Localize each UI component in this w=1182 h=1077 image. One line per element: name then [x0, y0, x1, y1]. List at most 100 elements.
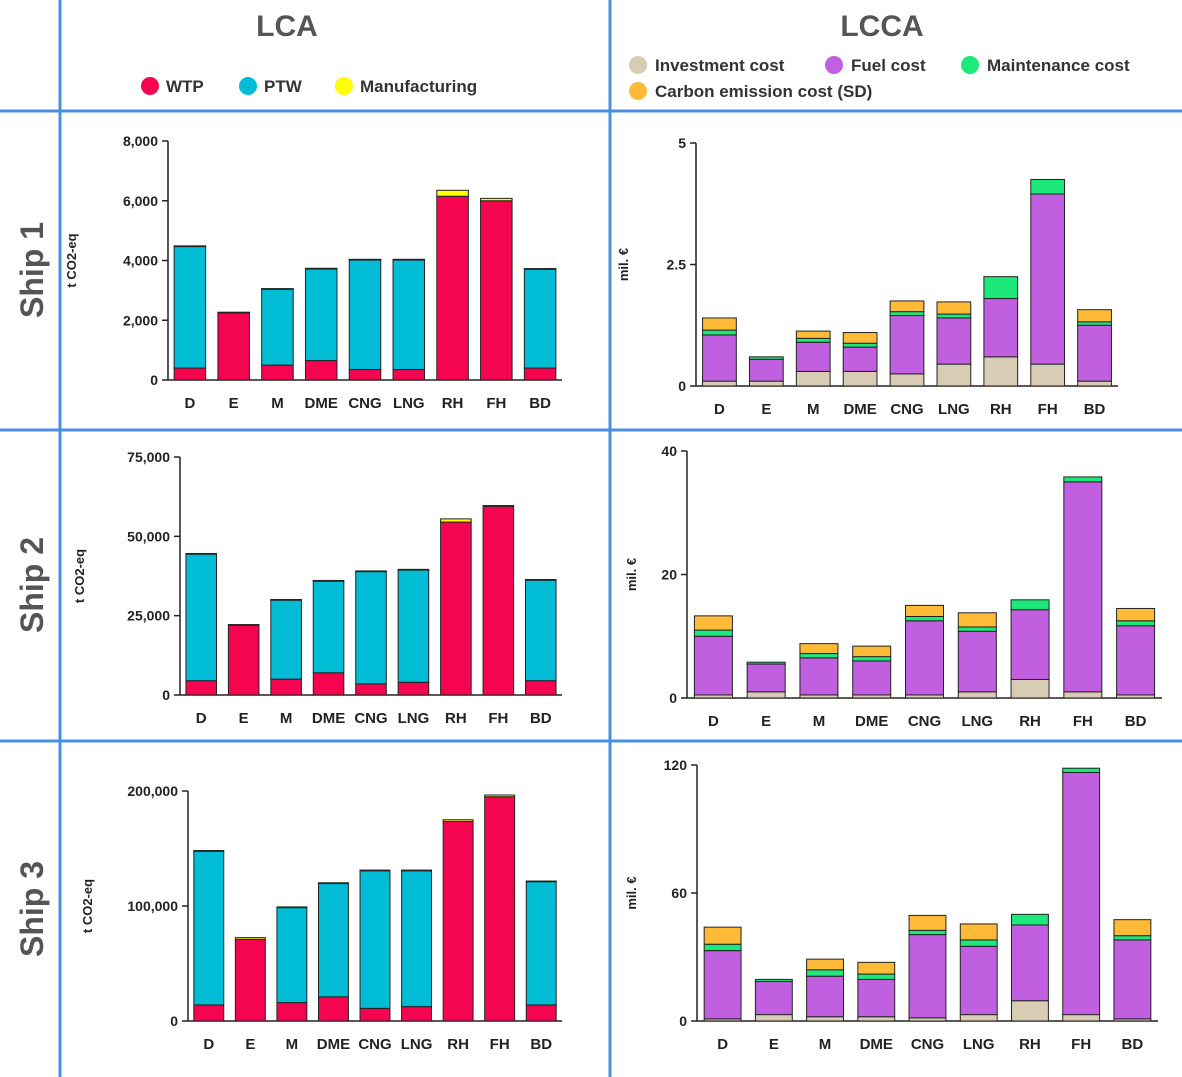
legend-label-fuel-cost: Fuel cost: [851, 56, 926, 75]
bar-lng-ptw: [397, 569, 430, 683]
x-tick-label-dme: DME: [317, 1036, 350, 1053]
bar-rh-manufacturing: [436, 189, 469, 197]
x-tick-label-e: E: [229, 395, 239, 412]
bar-dme-wtp: [317, 996, 349, 1022]
bar-lng-carbon-emission-cost-sd: [936, 301, 972, 315]
x-tick-label-fh: FH: [488, 710, 508, 727]
bar-e-maintenance-cost: [754, 978, 793, 983]
bar-m-manufacturing: [270, 598, 302, 601]
bar-m-fuel-cost: [806, 975, 844, 1018]
legend-label-carbon-emission-cost: Carbon emission cost (SD): [655, 82, 872, 101]
y-axis-label: t CO2-eq: [64, 233, 79, 287]
bar-bd-investment-cost: [1077, 380, 1112, 387]
legend-label-manufacturing: Manufacturing: [360, 77, 477, 96]
column-header-lca: LCA: [256, 10, 318, 43]
x-tick-label-dme: DME: [843, 401, 876, 418]
bar-dme-investment-cost: [857, 1016, 896, 1022]
bar-cng-wtp: [348, 369, 382, 381]
x-tick-label-lng: LNG: [938, 401, 970, 418]
bar-cng-manufacturing: [348, 258, 382, 261]
bar-fh-maintenance-cost: [1063, 476, 1103, 483]
bar-cng-wtp: [355, 683, 387, 696]
bar-dme-maintenance-cost: [857, 973, 896, 980]
bar-lng-carbon-emission-cost-sd: [959, 923, 998, 941]
bar-lng-fuel-cost: [959, 945, 998, 1016]
bar-d-wtp: [173, 367, 207, 381]
x-tick-label-m: M: [813, 713, 826, 730]
bar-d-fuel-cost: [702, 334, 737, 382]
bar-rh-investment-cost: [983, 356, 1019, 387]
bar-d-carbon-emission-cost-sd: [703, 926, 742, 945]
x-tick-label-lng: LNG: [963, 1036, 995, 1053]
bar-lng-investment-cost: [959, 1014, 998, 1022]
x-tick-label-fh: FH: [490, 1036, 510, 1053]
x-tick-label-e: E: [761, 401, 771, 418]
y-tick-label: 50,000: [127, 528, 170, 544]
x-tick-label-fh: FH: [1038, 401, 1058, 418]
bar-fh-fuel-cost: [1030, 193, 1066, 365]
legend-swatch-investment-cost: [629, 56, 647, 74]
bar-rh-maintenance-cost: [983, 276, 1019, 300]
bar-bd-ptw: [524, 579, 557, 682]
x-tick-label-d: D: [714, 401, 725, 418]
bar-d-manufacturing: [173, 245, 207, 248]
bar-dme-wtp: [312, 672, 345, 696]
bar-cng-maintenance-cost: [889, 311, 925, 317]
bar-rh-maintenance-cost: [1010, 599, 1050, 611]
bar-fh-wtp: [484, 796, 516, 1022]
bar-dme-ptw: [317, 882, 349, 998]
y-tick-label: 8,000: [123, 133, 158, 149]
bar-dme-fuel-cost: [842, 346, 878, 372]
bar-lng-carbon-emission-cost-sd: [957, 612, 997, 628]
bar-dme-manufacturing: [317, 882, 349, 885]
x-tick-label-bd: BD: [1125, 713, 1147, 730]
bar-d-ptw: [193, 850, 225, 1006]
x-tick-label-m: M: [807, 401, 820, 418]
bar-cng-carbon-emission-cost-sd: [908, 914, 947, 931]
x-tick-label-cng: CNG: [354, 710, 387, 727]
bar-dme-wtp: [304, 360, 338, 381]
bar-lng-wtp: [401, 1006, 433, 1022]
bar-bd-fuel-cost: [1116, 625, 1156, 696]
x-tick-label-d: D: [184, 395, 195, 412]
bar-fh-fuel-cost: [1062, 771, 1101, 1016]
chart-ship-2-lca: 0 25,000 50,000 75,000 t CO2-eq D E M DME CNG LNG R…: [72, 449, 562, 727]
x-tick-label-fh: FH: [1073, 713, 1093, 730]
bar-dme-ptw: [312, 580, 345, 674]
bar-bd-maintenance-cost: [1077, 321, 1112, 326]
y-tick-label: 75,000: [127, 449, 170, 465]
row-header-ship-1: Ship 1: [14, 222, 50, 318]
bar-bd-fuel-cost: [1113, 939, 1152, 1020]
bar-m-fuel-cost: [795, 341, 831, 372]
bar-d-carbon-emission-cost-sd: [702, 317, 737, 331]
bar-m-maintenance-cost: [795, 337, 831, 343]
legend-swatch-manufacturing: [335, 77, 353, 95]
y-tick-label: 0: [162, 687, 170, 703]
y-tick-label: 0: [170, 1013, 178, 1029]
x-tick-label-rh: RH: [447, 1036, 469, 1053]
bar-lng-maintenance-cost: [959, 939, 998, 947]
bar-bd-fuel-cost: [1077, 324, 1112, 382]
x-tick-label-bd: BD: [1084, 401, 1106, 418]
legend-lca: WTP PTW Manufacturing: [141, 77, 477, 96]
bar-bd-wtp: [524, 680, 557, 696]
bar-e-wtp: [227, 624, 260, 696]
legend-label-ptw: PTW: [264, 77, 303, 96]
bar-e-manufacturing: [234, 937, 266, 940]
x-tick-label-d: D: [717, 1036, 728, 1053]
bar-e-maintenance-cost: [746, 661, 786, 665]
legend-swatch-maintenance-cost: [961, 56, 979, 74]
bar-lng-manufacturing: [401, 869, 433, 872]
legend-label-investment-cost: Investment cost: [655, 56, 785, 75]
bar-cng-ptw: [348, 259, 382, 371]
y-axis-label: t CO2-eq: [80, 879, 95, 933]
bar-e-investment-cost: [754, 1014, 793, 1022]
bar-e-investment-cost: [748, 380, 784, 387]
legend-swatch-ptw: [239, 77, 257, 95]
bar-bd-maintenance-cost: [1113, 935, 1152, 941]
bar-m-ptw: [270, 599, 302, 680]
x-tick-label-fh: FH: [486, 395, 506, 412]
bar-d-manufacturing: [193, 850, 225, 852]
bar-rh-wtp: [440, 521, 472, 696]
bar-m-wtp: [276, 1002, 308, 1022]
